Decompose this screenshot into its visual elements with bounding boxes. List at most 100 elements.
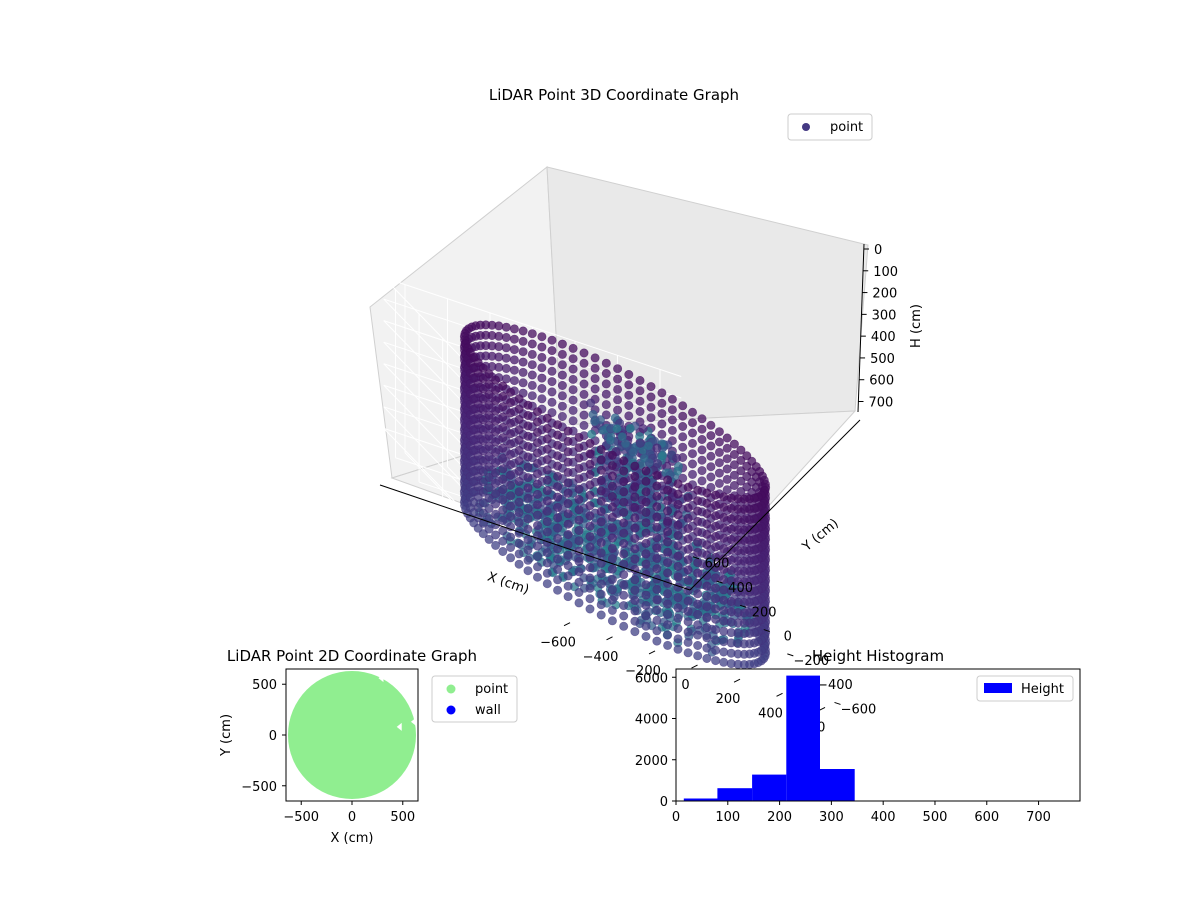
point-marker [726, 524, 736, 534]
point-marker [726, 545, 736, 555]
point-marker [585, 511, 595, 521]
point-marker [557, 339, 567, 349]
legend-3d-marker [802, 123, 810, 131]
point-marker [652, 502, 662, 512]
point-marker [563, 478, 573, 488]
point-marker [523, 452, 533, 462]
point-marker [563, 467, 573, 477]
point-marker [641, 476, 651, 486]
point-marker [568, 343, 578, 353]
point-marker [706, 420, 716, 430]
point-marker [501, 353, 511, 363]
point-marker [641, 580, 651, 590]
point-marker [585, 583, 595, 593]
point-marker [532, 417, 542, 427]
point-marker [574, 525, 584, 535]
point-marker [596, 517, 606, 527]
y-tick-mark-3d [787, 653, 794, 657]
point-marker [628, 447, 638, 457]
point-marker [613, 384, 623, 394]
point-marker [542, 496, 552, 506]
point-marker [596, 465, 606, 475]
point-marker [678, 401, 688, 411]
y-tick-mark-3d [763, 629, 770, 633]
point-marker [729, 470, 739, 480]
point-marker [491, 385, 501, 395]
point-marker [537, 373, 547, 383]
point-marker [719, 502, 729, 512]
point-disc [288, 671, 416, 799]
point-marker [542, 558, 552, 568]
point-marker [630, 471, 640, 481]
point-marker [683, 513, 693, 523]
point-marker [612, 424, 622, 434]
point-marker [652, 553, 662, 563]
point-marker [666, 450, 676, 460]
point-marker [563, 488, 573, 498]
point-marker [693, 609, 703, 619]
point-marker [652, 595, 662, 605]
point-marker [687, 459, 697, 469]
point-marker [553, 420, 563, 430]
point-marker [563, 571, 573, 581]
point-marker [596, 538, 606, 548]
point-marker [568, 405, 578, 415]
point-marker [484, 441, 494, 451]
point-marker [585, 501, 595, 511]
point-marker [693, 516, 703, 526]
point-marker [523, 524, 533, 534]
point-marker [563, 519, 573, 529]
point-marker [596, 579, 606, 589]
point-marker [553, 554, 563, 564]
point-marker [663, 609, 673, 619]
point-marker [527, 349, 537, 359]
point-marker [484, 472, 494, 482]
point-marker [711, 531, 721, 541]
point-marker [619, 507, 629, 517]
point-marker [658, 450, 668, 460]
point-marker [498, 391, 508, 401]
point-marker [484, 421, 494, 431]
point-marker [719, 616, 729, 626]
z-tick-label-3d: 0 [874, 243, 882, 258]
point-marker [557, 349, 567, 359]
point-marker [506, 449, 516, 459]
point-marker [585, 490, 595, 500]
point-marker [702, 622, 712, 632]
y-tick-label-3d: −600 [841, 702, 877, 717]
legend-hist-box [976, 675, 1074, 702]
point-marker [652, 626, 662, 636]
point-marker [652, 615, 662, 625]
point-marker [523, 431, 533, 441]
y-tick-label-3d: 200 [752, 605, 777, 620]
point-marker [714, 458, 724, 468]
legend-hist-label: Height [1021, 682, 1064, 697]
point-marker [667, 425, 677, 435]
legend-2d-wall-marker [446, 705, 456, 715]
point-marker [683, 493, 693, 503]
point-marker [607, 554, 617, 564]
z-axis-line [857, 243, 865, 413]
point-marker [553, 502, 563, 512]
point-marker [702, 633, 712, 643]
point-marker [726, 648, 736, 658]
point-marker [641, 569, 651, 579]
point-marker [641, 466, 651, 476]
point-marker [641, 621, 651, 631]
point-marker [697, 455, 707, 465]
point-marker [635, 438, 645, 448]
point-marker [553, 564, 563, 574]
point-marker [484, 483, 494, 493]
point-marker [498, 484, 508, 494]
point-marker [722, 485, 732, 495]
point-marker [702, 560, 712, 570]
point-marker [619, 590, 629, 600]
point-marker [574, 536, 584, 546]
x-tick-mark-3d [648, 650, 656, 655]
point-marker [506, 470, 516, 480]
point-marker [547, 366, 557, 376]
point-marker [523, 545, 533, 555]
point-marker [641, 590, 651, 600]
point-marker [711, 583, 721, 593]
